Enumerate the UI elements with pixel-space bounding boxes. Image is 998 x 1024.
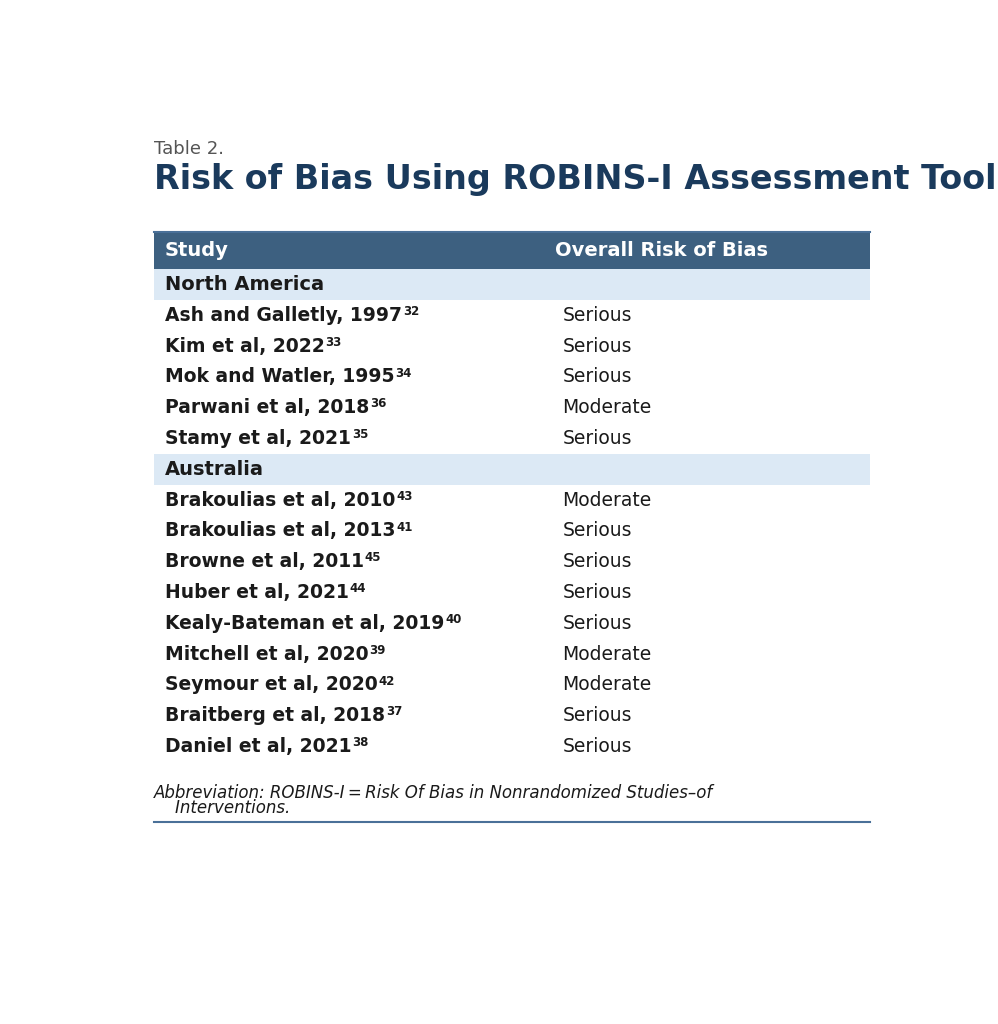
Text: Stamy et al, 2021: Stamy et al, 2021 (165, 429, 351, 449)
Bar (155, 484, 870, 515)
Text: Moderate: Moderate (563, 645, 652, 664)
Text: 41: 41 (396, 520, 413, 534)
Text: Abbreviation: ROBINS-I = Risk Of Bias in Nonrandomized Studies–of: Abbreviation: ROBINS-I = Risk Of Bias in… (155, 783, 714, 802)
Text: Serious: Serious (563, 521, 632, 541)
Text: Kim et al, 2022: Kim et al, 2022 (165, 337, 324, 355)
Text: Moderate: Moderate (563, 398, 652, 418)
Text: Serious: Serious (563, 306, 632, 325)
Bar (155, 670, 870, 700)
Text: 43: 43 (396, 489, 412, 503)
Text: Mok and Watler, 1995: Mok and Watler, 1995 (165, 368, 394, 386)
Text: 34: 34 (395, 367, 412, 380)
Text: Interventions.: Interventions. (155, 799, 290, 817)
Bar (155, 547, 870, 578)
Text: 33: 33 (325, 336, 342, 349)
Text: 39: 39 (369, 644, 386, 656)
Text: Browne et al, 2011: Browne et al, 2011 (165, 552, 364, 571)
Text: 38: 38 (352, 736, 368, 750)
Bar (155, 700, 870, 731)
Text: 45: 45 (365, 551, 381, 564)
Text: Braitberg et al, 2018: Braitberg et al, 2018 (165, 707, 385, 725)
Text: 36: 36 (370, 397, 386, 411)
Bar (155, 269, 870, 300)
Bar (155, 423, 870, 454)
Text: North America: North America (165, 275, 324, 294)
Text: Parwani et al, 2018: Parwani et al, 2018 (165, 398, 369, 418)
Text: Serious: Serious (563, 707, 632, 725)
Bar (155, 578, 870, 608)
Text: Brakoulias et al, 2013: Brakoulias et al, 2013 (165, 521, 395, 541)
Text: 42: 42 (378, 675, 395, 687)
Text: Serious: Serious (563, 368, 632, 386)
Text: Study: Study (165, 242, 229, 260)
Text: Brakoulias et al, 2010: Brakoulias et al, 2010 (165, 490, 395, 510)
Text: Serious: Serious (563, 613, 632, 633)
Text: Mitchell et al, 2020: Mitchell et al, 2020 (165, 645, 368, 664)
Bar (155, 454, 870, 484)
Bar (155, 392, 870, 423)
Text: Ash and Galletly, 1997: Ash and Galletly, 1997 (165, 306, 402, 325)
Text: 40: 40 (445, 613, 461, 626)
Text: 37: 37 (386, 706, 402, 718)
Text: 44: 44 (349, 582, 366, 595)
Text: 35: 35 (351, 428, 368, 441)
Bar (155, 608, 870, 639)
Text: Serious: Serious (563, 583, 632, 602)
Text: Huber et al, 2021: Huber et al, 2021 (165, 583, 349, 602)
Text: Serious: Serious (563, 737, 632, 756)
Text: Kealy-Bateman et al, 2019: Kealy-Bateman et al, 2019 (165, 613, 444, 633)
Text: Daniel et al, 2021: Daniel et al, 2021 (165, 737, 351, 756)
Text: 32: 32 (403, 305, 419, 317)
Bar (155, 639, 870, 670)
Text: Moderate: Moderate (563, 676, 652, 694)
Text: Overall Risk of Bias: Overall Risk of Bias (555, 242, 767, 260)
Text: Table 2.: Table 2. (155, 140, 225, 158)
Text: Risk of Bias Using ROBINS-I Assessment Tool: Risk of Bias Using ROBINS-I Assessment T… (155, 163, 997, 196)
Bar (155, 515, 870, 547)
Bar (155, 361, 870, 392)
Text: Moderate: Moderate (563, 490, 652, 510)
Bar (155, 731, 870, 762)
Text: Serious: Serious (563, 429, 632, 449)
Bar (155, 331, 870, 361)
Text: Serious: Serious (563, 552, 632, 571)
Bar (155, 232, 870, 269)
Text: Seymour et al, 2020: Seymour et al, 2020 (165, 676, 378, 694)
Text: Australia: Australia (165, 460, 264, 479)
Text: Serious: Serious (563, 337, 632, 355)
Bar (155, 300, 870, 331)
